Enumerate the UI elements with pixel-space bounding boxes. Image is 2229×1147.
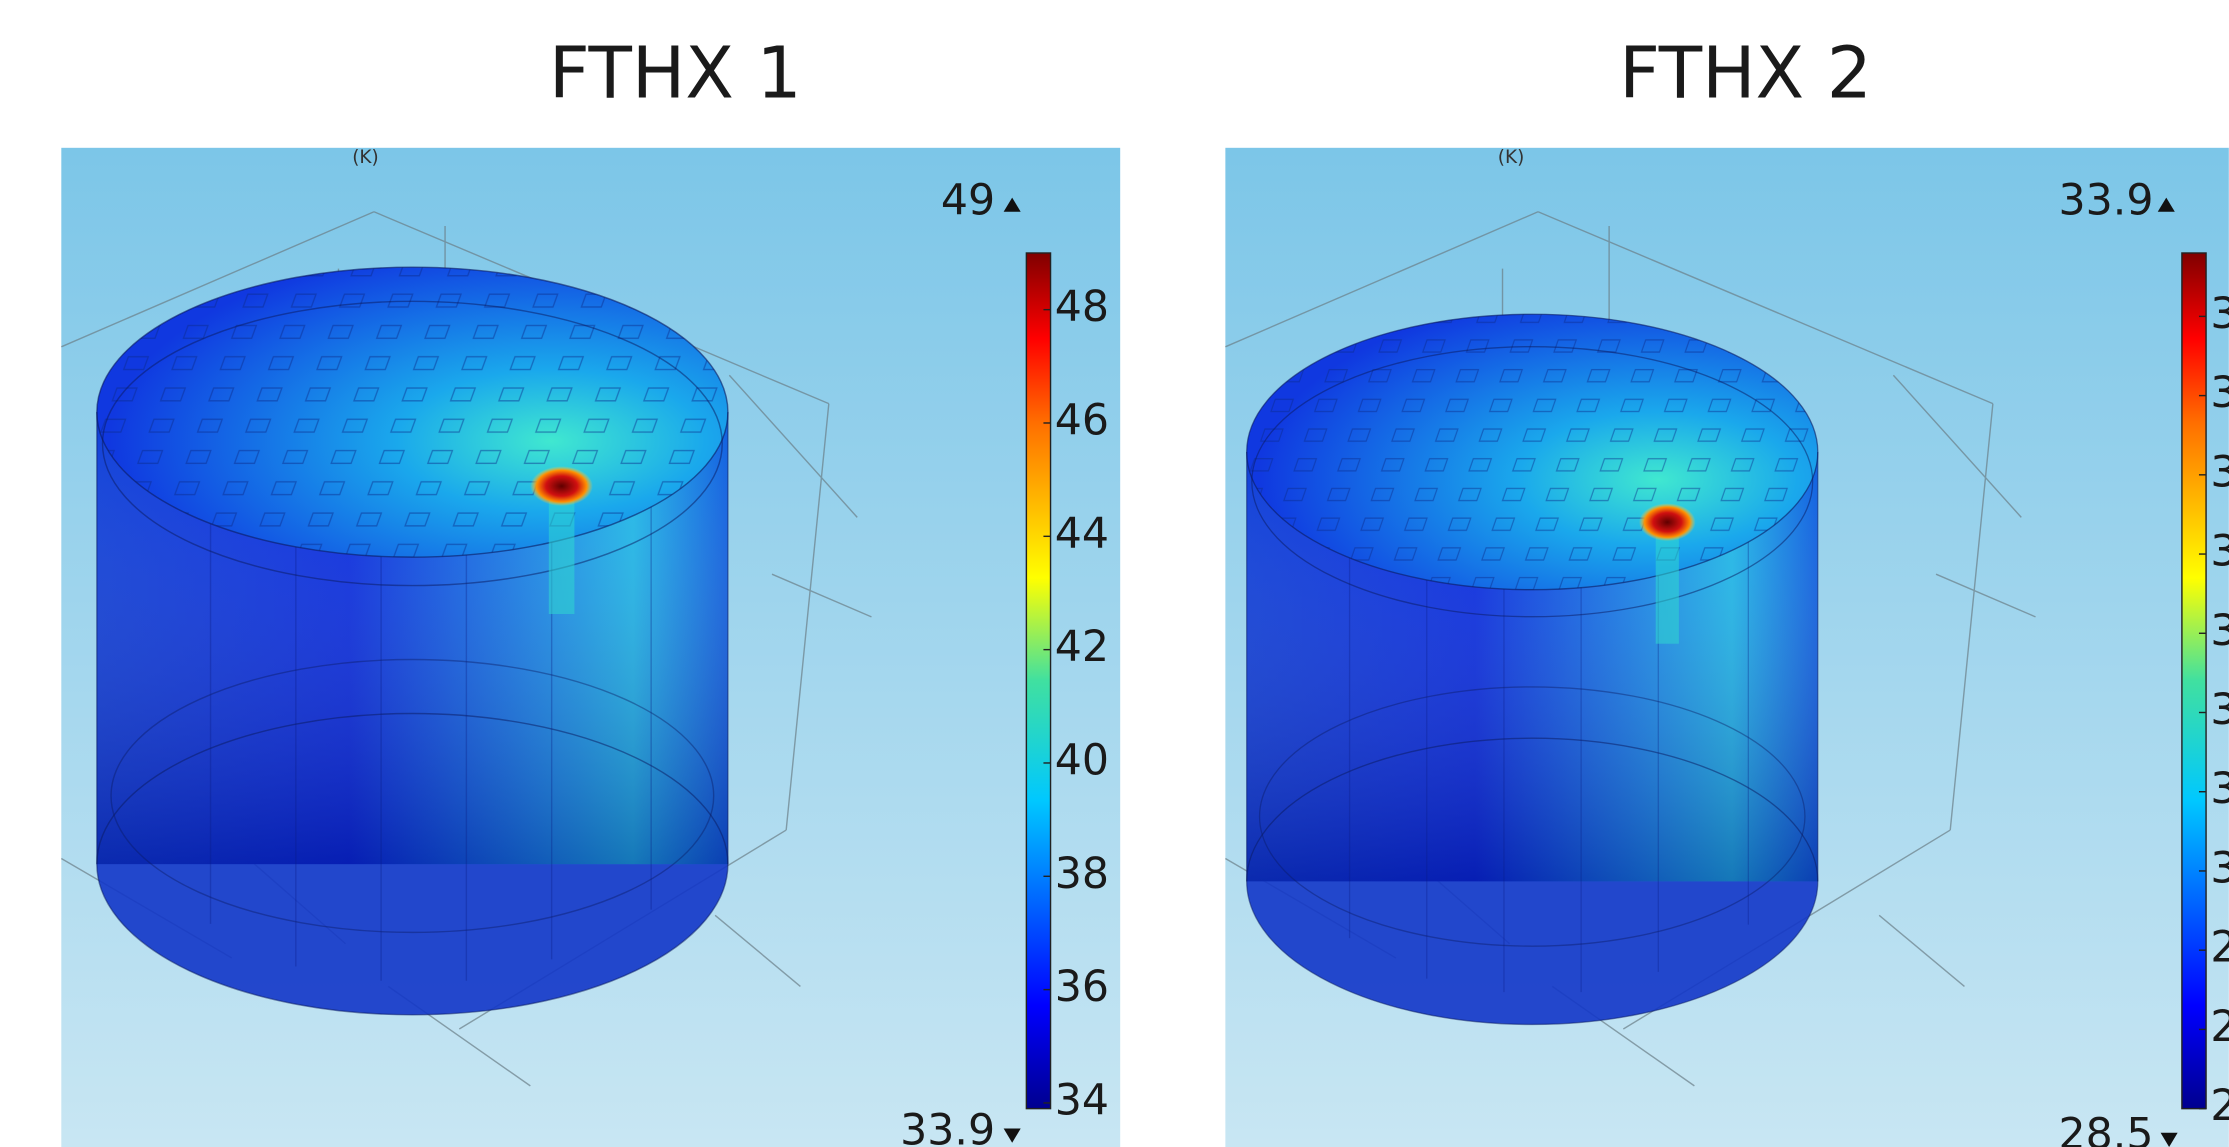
colorbar-tick-label: 32	[2210, 527, 2229, 577]
colorbar-tick-label: 46	[1055, 395, 1109, 445]
colorbar-tick-label: 30.5	[2210, 764, 2229, 814]
unit-label: (K)	[1498, 147, 1525, 168]
unit-label: (K)	[352, 147, 379, 168]
panel: FTHX 1 (K) 34 36 38 40 42 44 46 48 49 33.9	[61, 32, 1120, 1147]
colorbar-tick-label: 30	[2210, 843, 2229, 893]
colorbar-tick-label: 42	[1055, 622, 1109, 672]
colorbar-tick-label: 32.5	[2210, 447, 2229, 497]
colorbar	[1026, 253, 1050, 1109]
colorbar-tick-label: 48	[1055, 282, 1109, 332]
panel-title: FTHX 2	[1619, 32, 1872, 115]
page: FTHX 1 (K) 34 36 38 40 42 44 46 48 49 33.9 FTHX…	[0, 0, 2229, 1147]
colorbar-tick-label: 40	[1055, 735, 1109, 785]
colorbar-tick-label: 31	[2210, 685, 2229, 735]
colorbar	[2182, 253, 2206, 1109]
panel: FTHX 2 (K) 28.5 29 29.5 30 30.5 31 31.5 32 32.5 3…	[1225, 32, 2229, 1147]
colorbar-tick-label: 28.5	[2210, 1081, 2229, 1131]
colorbar-max: 49	[941, 176, 995, 226]
colorbar-tick-label: 38	[1055, 849, 1109, 899]
colorbar-max: 33.9	[2059, 176, 2154, 226]
colorbar-tick-label: 31.5	[2210, 606, 2229, 656]
colorbar-tick-label: 33	[2210, 368, 2229, 418]
colorbar-tick-label: 34	[1055, 1075, 1109, 1125]
colorbar-min: 33.9	[900, 1105, 995, 1147]
panel-title: FTHX 1	[549, 32, 802, 115]
colorbar-tick-label: 29.5	[2210, 923, 2229, 973]
colorbar-min: 28.5	[2059, 1110, 2154, 1147]
heat-exchanger-render	[97, 267, 728, 1015]
colorbar-tick-label: 36	[1055, 962, 1109, 1012]
heat-exchanger-render	[1247, 314, 1818, 1024]
colorbar-tick-label: 33.5	[2210, 289, 2229, 339]
colorbar-tick-label: 44	[1055, 509, 1109, 559]
colorbar-tick-label: 29	[2210, 1002, 2229, 1052]
